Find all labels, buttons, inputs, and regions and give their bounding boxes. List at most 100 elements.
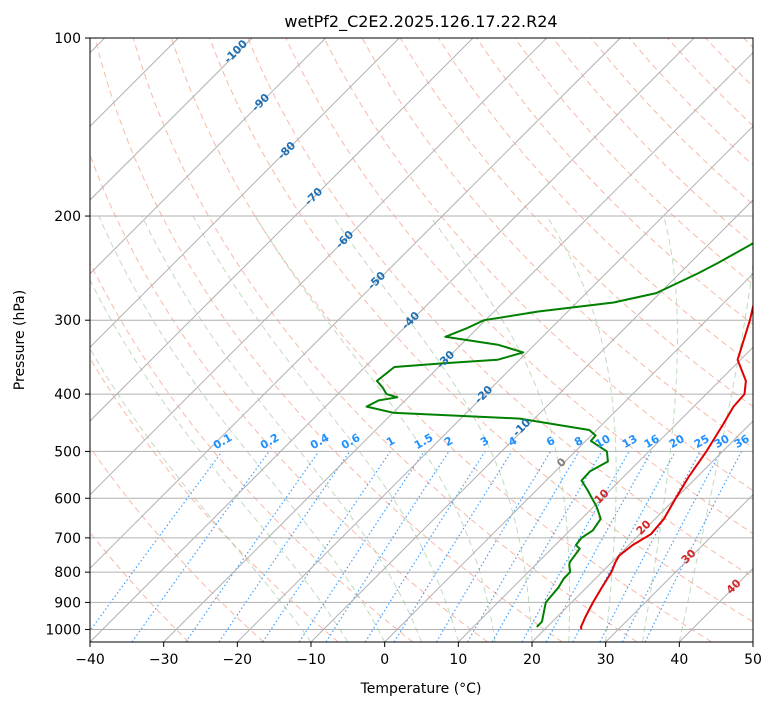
- mixing-ratio-label: 13: [620, 432, 640, 451]
- x-tick-label: −30: [149, 652, 179, 668]
- mixing-ratio-line: [90, 451, 223, 632]
- moist-adiabat-line: [192, 215, 459, 642]
- curve-labels: -100-90-80-70-60-50-40-30-20-10010203040…: [211, 37, 752, 597]
- isotherm-line: [90, 38, 621, 570]
- x-tick-label: 0: [380, 652, 389, 668]
- mixing-ratio-line: [599, 451, 701, 642]
- x-tick-label: 20: [523, 652, 541, 668]
- dry-adiabat-label: 40: [724, 576, 744, 596]
- chart-title: wetPf2_C2E2.2025.126.17.22.R24: [284, 12, 557, 32]
- mixing-ratio-line: [364, 451, 486, 642]
- x-tick-label: 30: [597, 652, 615, 668]
- mixing-ratio-line: [218, 451, 351, 642]
- x-tick-label: −20: [223, 652, 253, 668]
- isotherm-line: [310, 199, 753, 642]
- mixing-ratio-line: [325, 451, 450, 642]
- moist-adiabat-line: [546, 215, 617, 642]
- isotherm-line: [90, 38, 548, 496]
- mixing-ratio-label: 8: [572, 434, 585, 449]
- dry-adiabat-line: [514, 38, 753, 285]
- mixing-ratio-label: 20: [667, 432, 687, 451]
- mixing-ratio-label: 1.5: [412, 431, 435, 452]
- isotherm-line: [457, 346, 753, 642]
- dry-adiabat-line: [705, 38, 753, 88]
- dry-adiabat-line: [552, 38, 753, 245]
- y-tick-label: 800: [54, 565, 81, 581]
- sounding-series: [365, 242, 753, 630]
- dry-adiabat-line: [590, 38, 753, 206]
- y-tick-label: 1000: [45, 622, 81, 638]
- y-tick-label: 700: [54, 531, 81, 547]
- mixing-ratio-label: 0.6: [339, 431, 363, 452]
- dry-adiabat-line: [90, 357, 339, 642]
- dry-adiabat-line: [285, 38, 753, 535]
- gridlines: [90, 38, 753, 642]
- moist-adiabat-line: [332, 215, 533, 642]
- temperature-line: [580, 302, 753, 630]
- mixing-ratio-line: [185, 451, 320, 642]
- mixing-ratio-label: 36: [732, 432, 752, 451]
- y-tick-label: 300: [54, 313, 81, 329]
- y-tick-label: 100: [54, 31, 81, 47]
- isotherm-line: [90, 38, 474, 422]
- mixing-ratio-label: 0.1: [211, 431, 234, 452]
- dry-adiabat-line: [209, 38, 753, 623]
- mixing-ratio-label: 0.4: [308, 431, 332, 452]
- isotherm-line: [752, 641, 753, 642]
- dry-adiabat-line: [476, 38, 753, 326]
- x-tick-label: 50: [744, 652, 762, 668]
- y-axis-label: Pressure (hPa): [12, 290, 28, 390]
- isotherm-line: [90, 38, 253, 201]
- isotherm-line: [605, 493, 753, 642]
- dry-adiabat-line: [170, 38, 712, 642]
- mixing-ratio-label: 2: [442, 434, 455, 449]
- dry-adiabat-line: [90, 153, 488, 642]
- x-tick-label: 40: [670, 652, 688, 668]
- dry-adiabat-line: [247, 38, 753, 578]
- moist-adiabat-line: [98, 215, 386, 642]
- mixing-ratio-label: 6: [544, 434, 557, 449]
- x-tick-label: 10: [449, 652, 467, 668]
- mixing-ratio-label: 30: [712, 432, 732, 451]
- isotherm-line: [90, 38, 400, 349]
- mixing-ratio-line: [262, 451, 391, 642]
- dry-adiabat-line: [437, 38, 753, 366]
- moist-adiabat-line: [90, 347, 312, 642]
- moist-adiabat-line: [141, 215, 422, 642]
- y-tick-label: 500: [54, 444, 81, 460]
- dry-adiabat-line: [90, 261, 414, 642]
- mixing-ratio-line: [466, 451, 580, 642]
- mixing-ratio-label: 1: [384, 434, 397, 449]
- mixing-ratio-line: [521, 451, 630, 642]
- isotherm-line: [90, 38, 327, 275]
- y-tick-label: 200: [54, 209, 81, 225]
- dry-adiabat-line: [94, 38, 563, 642]
- isotherm-line: [90, 38, 695, 642]
- x-axis: −40 −30 −20 −10 0 10 20 30 40 50: [75, 642, 762, 668]
- dewpoint-line: [365, 242, 753, 628]
- mixing-ratio-line: [545, 451, 652, 642]
- mixing-ratio-line: [644, 451, 743, 642]
- isotherm-line: [236, 125, 753, 642]
- isotherm-line: [531, 420, 753, 642]
- mixing-ratio-line: [621, 451, 722, 642]
- mixing-ratio-line: [298, 451, 425, 642]
- mixing-ratio-line: [435, 451, 552, 642]
- x-tick-label: −40: [75, 652, 105, 668]
- dry-adiabat-label: 0: [554, 455, 569, 470]
- x-tick-label: −10: [296, 652, 326, 668]
- x-axis-label: Temperature (°C): [360, 681, 482, 697]
- mixing-ratio-label: 16: [642, 432, 662, 451]
- y-axis: 1000 900 800 700 600 500 400 300 200 100: [45, 31, 90, 638]
- y-tick-label: 600: [54, 491, 81, 507]
- dry-adiabat-label: -100: [221, 37, 250, 66]
- isotherm-line: [384, 272, 753, 642]
- dry-adiabat-label: -20: [472, 383, 495, 406]
- dry-adiabat-line: [90, 446, 264, 642]
- dry-adiabat-line: [90, 531, 190, 642]
- y-tick-label: 400: [54, 387, 81, 403]
- plot-frame: [89, 37, 754, 643]
- background-lines: [90, 38, 753, 642]
- dry-adiabat-line: [323, 38, 753, 492]
